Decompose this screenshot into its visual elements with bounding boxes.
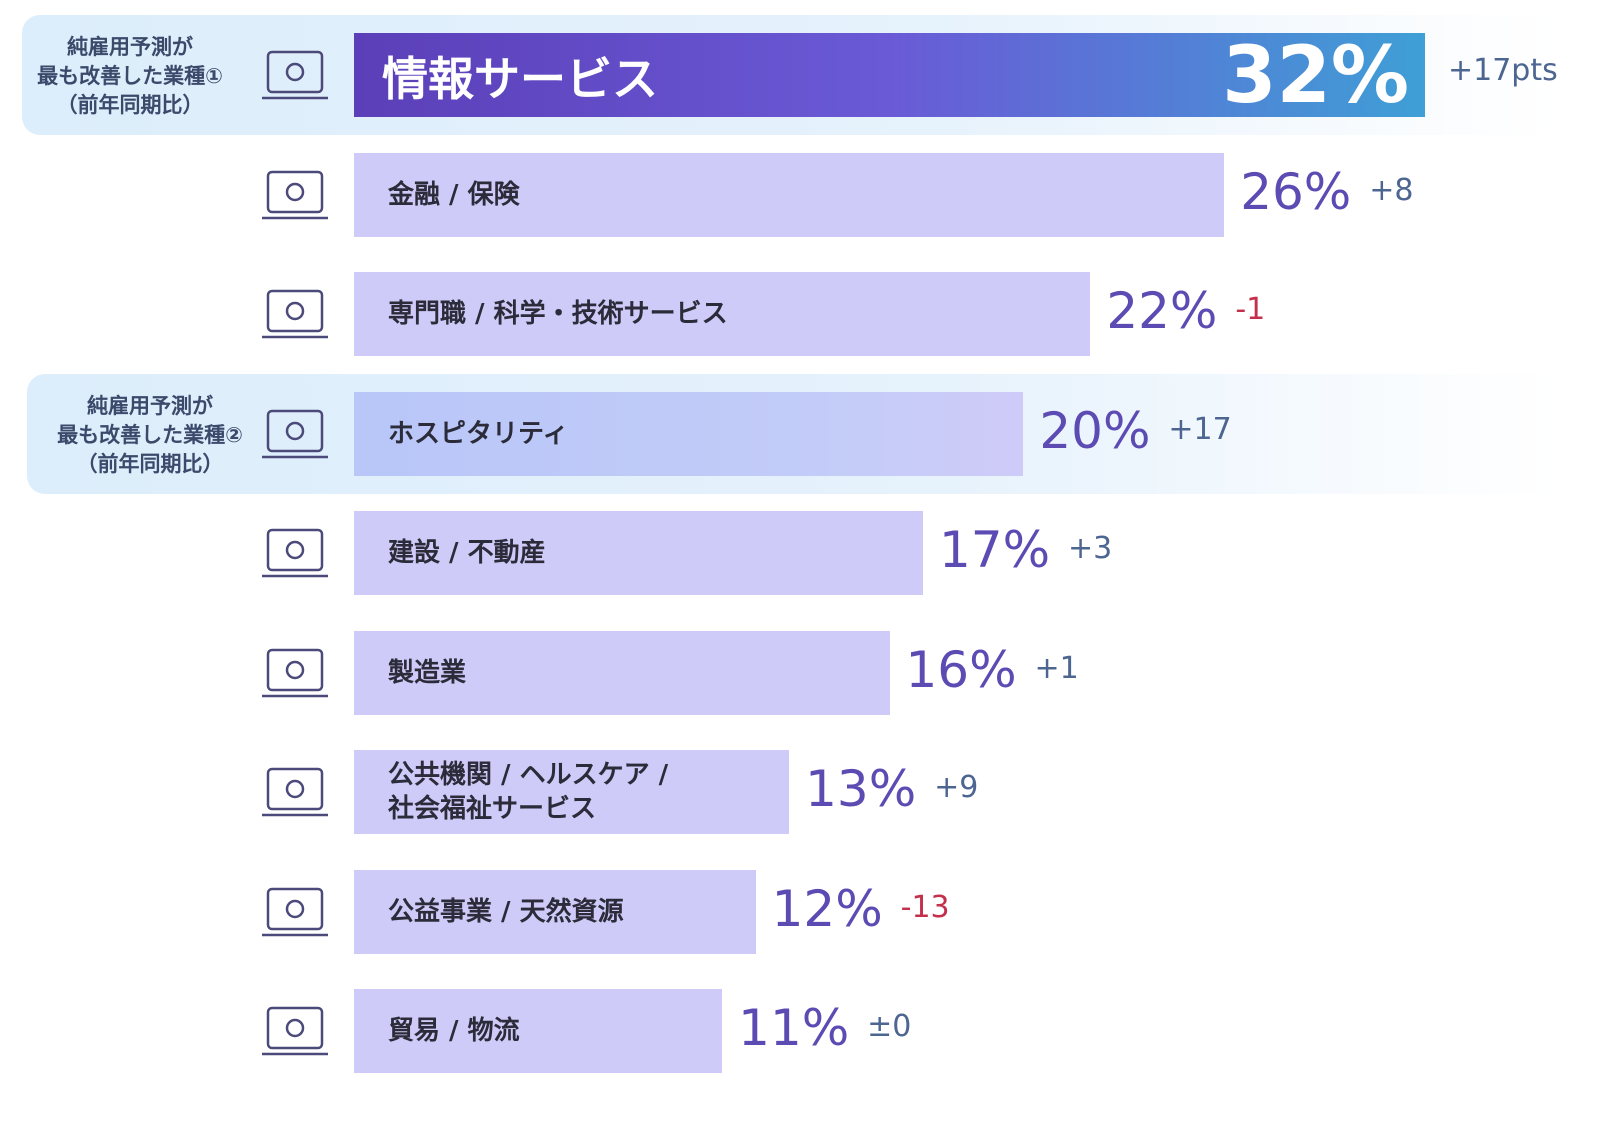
icon: [262, 887, 328, 936]
value-label: 17%: [938, 521, 1051, 579]
change-label: +17: [1168, 411, 1232, 447]
icon: [262, 648, 328, 697]
category-label: 金融 / 保険: [388, 179, 520, 210]
category-label: 公共機関 / ヘルスケア / 社会福祉サービス: [388, 760, 669, 824]
annotation-text: 最も改善した業種①: [37, 64, 223, 88]
bar: [354, 511, 923, 595]
category-label: 情報サービス: [382, 52, 658, 106]
category-label: ホスピタリティ: [388, 418, 569, 449]
annotation-text: 純雇用予測が: [67, 35, 193, 59]
bar: [354, 630, 890, 715]
category-label: 貿易 / 物流: [388, 1016, 520, 1046]
value-label: 13%: [805, 760, 917, 818]
value-label: 26%: [1240, 162, 1352, 221]
change-label: -13: [900, 889, 950, 925]
change-label: +1: [1034, 650, 1079, 686]
change-label: ±0: [867, 1009, 912, 1044]
change-label: -1: [1235, 292, 1266, 327]
bar: [354, 152, 1225, 237]
annotation-text: （前年同期比）: [76, 451, 224, 476]
bar: [354, 750, 790, 834]
icon: [262, 1006, 328, 1056]
icon: [262, 170, 328, 219]
bar: [354, 391, 1024, 476]
bar: [354, 989, 723, 1073]
icon: [262, 50, 328, 100]
value-label: 11%: [738, 999, 850, 1057]
value-label: 20%: [1039, 401, 1151, 460]
category-label: 建設 / 不動産: [388, 538, 546, 568]
value-label: 32%: [1222, 31, 1409, 121]
change-label: +3: [1067, 531, 1113, 566]
change-label: +9: [934, 770, 979, 805]
category-label: 公益事業 / 天然資源: [388, 896, 624, 927]
category-label: 専門職 / 科学・技術サービス: [388, 299, 728, 329]
value-label: 16%: [905, 640, 1017, 699]
change-label: +17pts: [1448, 53, 1558, 88]
value-label: 12%: [771, 879, 883, 938]
icon: [262, 289, 328, 339]
icon: [262, 528, 328, 578]
category-label: 製造業: [388, 657, 467, 688]
annotation-text: 純雇用予測が: [87, 393, 213, 418]
annotation-text: 最も改善した業種②: [57, 422, 243, 447]
icon: [262, 409, 328, 458]
annotation-text: （前年同期比）: [56, 93, 204, 117]
value-label: 22%: [1106, 282, 1218, 340]
bar: [354, 869, 756, 954]
change-label: +8: [1369, 172, 1414, 208]
bar: [354, 33, 1425, 117]
icon: [262, 767, 328, 817]
bar: [354, 272, 1091, 356]
